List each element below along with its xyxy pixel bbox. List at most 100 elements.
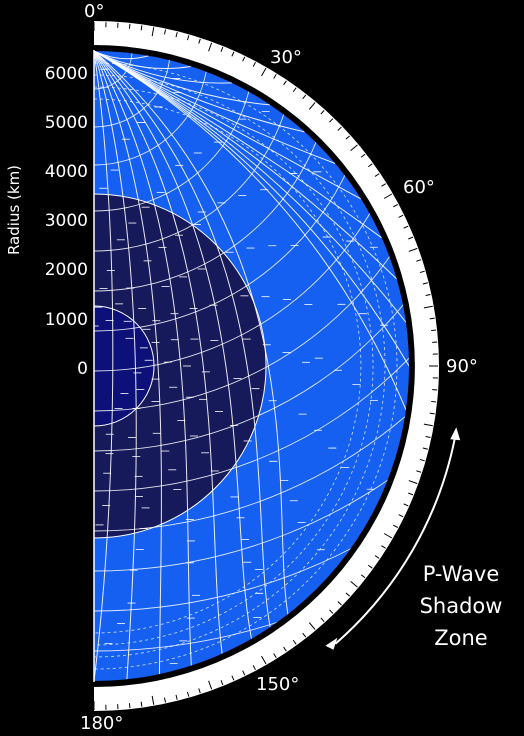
angle-label-180: 180°: [80, 713, 123, 734]
outer-core: [94, 194, 266, 538]
core-ray: [94, 51, 223, 654]
rim-tick: [374, 173, 380, 177]
wavefronts: [94, 51, 409, 681]
rim-tick: [208, 680, 213, 690]
rim-tick: [416, 259, 422, 262]
rim-tick: [163, 29, 167, 35]
angle-label-150: 150°: [256, 674, 299, 695]
rim-tick: [408, 480, 418, 485]
rim-tick: [252, 62, 256, 67]
rim-tick: [283, 646, 287, 652]
arrow-head-up-icon: [450, 427, 461, 441]
rim-tick: [423, 305, 433, 309]
rim-tick: [198, 38, 201, 44]
rim-tick: [292, 639, 297, 645]
rim-tick: [367, 564, 373, 569]
rim-tick: [198, 688, 201, 694]
tick-label-2000: 2000: [45, 260, 88, 280]
core-ray: [94, 51, 289, 615]
angle-label-60: 60°: [403, 177, 435, 198]
rim-tick: [393, 204, 398, 208]
rim-tick: [329, 609, 334, 614]
angle-label-0: 0°: [84, 1, 104, 22]
rim-tick: [419, 270, 425, 274]
dotted-ring: [94, 86, 374, 646]
rim-tick: [374, 555, 380, 559]
rim-tick: [320, 617, 325, 622]
rim-tick: [422, 282, 428, 285]
core-ray: [94, 51, 271, 628]
tick-label-6000: 6000: [45, 64, 88, 84]
dotted-ring: [94, 74, 386, 658]
rim-tick: [345, 592, 350, 597]
inner-core: [94, 306, 154, 426]
rim-tick: [128, 23, 131, 29]
core-ray: [94, 51, 192, 666]
rim-tick: [383, 533, 393, 539]
mantle-ray: [94, 51, 407, 411]
rim-tick: [140, 701, 143, 707]
shadow-zone-line1: P-Wave: [423, 562, 500, 586]
rim-tick: [128, 703, 131, 709]
shadow-zone-line2: Shadow: [420, 594, 503, 618]
rim-tick: [360, 153, 366, 158]
rim-tick: [429, 317, 435, 320]
rim-tick: [431, 400, 437, 403]
core-ray: [94, 51, 114, 681]
rim-tick: [408, 492, 414, 496]
rim-tick: [403, 503, 409, 507]
rim-tick: [261, 67, 267, 77]
rim-tick: [140, 25, 143, 31]
rim-tick: [242, 670, 246, 676]
tick-label-0: 0: [77, 359, 88, 379]
rim-tick: [273, 653, 277, 658]
rim-tick: [302, 632, 307, 638]
shadow-zone-arrow: [334, 436, 457, 645]
rim-tick: [403, 225, 409, 229]
rim-tick: [273, 74, 277, 79]
rim-tick: [220, 680, 224, 686]
rim-tick: [163, 697, 167, 703]
rim-tick: [151, 27, 155, 37]
rim-tick: [283, 80, 287, 86]
rim-tick: [329, 118, 334, 123]
rim-tick: [261, 655, 267, 665]
rim-tick: [360, 574, 366, 579]
rim-tick: [422, 447, 428, 450]
mantle-ray: [94, 51, 409, 367]
rim-tick: [175, 32, 178, 38]
rim-tick: [393, 524, 398, 528]
rim-tick: [175, 694, 178, 700]
angle-label-90: 90°: [446, 356, 478, 377]
rim-ticks: [93, 22, 438, 710]
rim-tick: [151, 695, 155, 705]
rim-tick: [186, 691, 190, 697]
rim-tick: [308, 102, 316, 110]
rim-tick: [231, 675, 235, 681]
rim-tick: [416, 470, 422, 473]
tick-label-5000: 5000: [45, 113, 88, 133]
rim-tick: [398, 214, 404, 218]
rim-tick: [350, 580, 358, 588]
rim-tick: [252, 665, 256, 670]
rim-tick: [383, 193, 393, 199]
core-ray: [94, 51, 252, 639]
rim-tick: [220, 46, 224, 52]
arrow-head-down-icon: [325, 637, 338, 650]
rim-tick: [398, 514, 404, 518]
rim-tick: [425, 435, 431, 439]
rim-tick: [337, 126, 342, 131]
rim-tick: [231, 51, 235, 57]
core-ray: [94, 51, 162, 675]
dotted-ring: [94, 62, 398, 670]
tick-label-1000: 1000: [45, 310, 88, 330]
rim-tick: [320, 110, 325, 115]
rim-tick: [350, 144, 358, 152]
rim-tick: [425, 293, 431, 297]
tick-label-4000: 4000: [45, 162, 88, 182]
shadow-zone-line3: Zone: [434, 626, 487, 650]
angle-label-30: 30°: [270, 47, 302, 68]
rim-tick: [242, 56, 246, 62]
core-boundary: [94, 193, 267, 539]
